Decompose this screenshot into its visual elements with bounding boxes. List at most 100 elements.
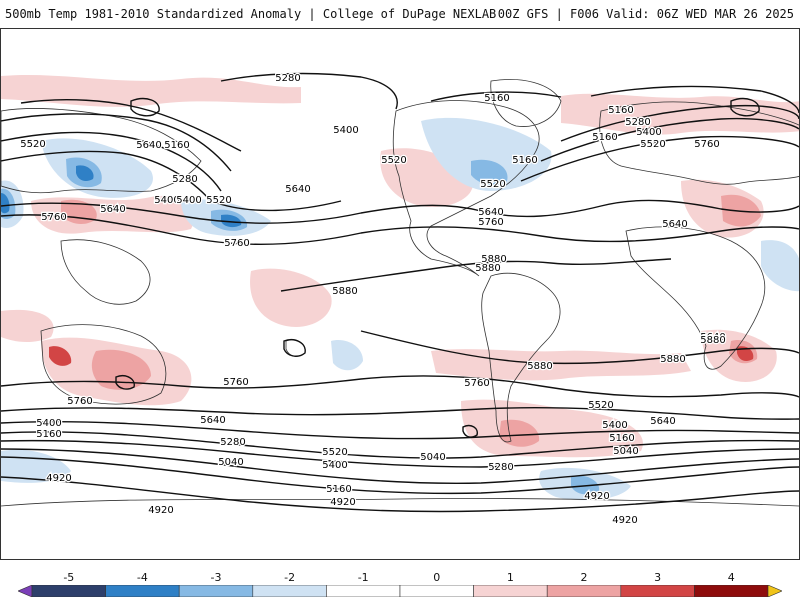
warm-anomaly-area xyxy=(737,346,754,361)
contour-label: 5280 xyxy=(220,437,245,448)
contour-5760-south xyxy=(1,375,799,398)
contour-5160-east xyxy=(590,85,799,114)
colorbar-tick-label: 1 xyxy=(506,571,514,584)
contour-label: 5400 xyxy=(636,127,661,138)
warm-anomaly-area xyxy=(1,309,54,343)
coastline-north-america xyxy=(392,100,540,277)
contour-label: 5280 xyxy=(488,462,513,473)
contour-label: 5400 xyxy=(602,420,627,431)
contour-label: 5760 xyxy=(478,217,503,228)
contour-5520-east xyxy=(520,135,799,182)
contour-label: 5040 xyxy=(613,446,638,457)
colorbar-tick-label: -2 xyxy=(284,571,296,584)
contour-label: 5880 xyxy=(475,263,500,274)
closed-contour-low-australia xyxy=(115,375,135,390)
contour-label: 5160 xyxy=(326,484,351,495)
contour-5880-tropics xyxy=(280,258,672,292)
anomaly-map: 5280 5160 5160 5520 5280 5400 5520 5640 5760 5160… xyxy=(0,28,800,560)
contour-label: 5520 xyxy=(480,179,505,190)
cold-anomaly-area xyxy=(76,165,94,181)
colorbar-swatch xyxy=(694,585,769,597)
colorbar-swatch xyxy=(473,585,548,597)
colorbar-swatch xyxy=(546,585,622,597)
closed-contour-high-pacific xyxy=(283,339,306,357)
contour-5520-west xyxy=(1,131,222,192)
contour-label: 5520 xyxy=(206,195,231,206)
coastline-south-america xyxy=(481,272,561,443)
contour-label: 5400 xyxy=(154,195,179,206)
contour-5280-east xyxy=(560,104,799,142)
contour-label: 5640 xyxy=(662,219,687,230)
contour-label: 5160 xyxy=(484,93,509,104)
contour-label: 5760 xyxy=(224,238,249,249)
contour-label: 5160 xyxy=(608,105,633,116)
contour-label: 5880 xyxy=(527,361,552,372)
colorbar-swatch xyxy=(326,585,401,597)
colorbar-swatch xyxy=(620,585,695,597)
coastline-europe-asia xyxy=(599,101,799,185)
colorbar-swatch xyxy=(399,585,474,597)
colorbar-tick-labels: -5-4-3-2-1012345 xyxy=(18,571,782,585)
closed-contour-low-europe xyxy=(730,97,760,117)
run-valid-time: 00Z GFS | F006 Valid: 06Z WED MAR 26 202… xyxy=(497,7,794,21)
colorbar-tick-label: -1 xyxy=(357,571,369,584)
contour-label: 5760 xyxy=(223,377,248,388)
cold-anomaly-area xyxy=(331,340,363,371)
colorbar-swatch xyxy=(105,585,180,597)
contour-label: 5880 xyxy=(332,286,357,297)
contour-5160-west xyxy=(20,99,242,152)
warm-anomaly-area xyxy=(250,268,332,327)
contour-label: 5520 xyxy=(20,139,45,150)
coastline-australia xyxy=(40,324,167,405)
contour-5640-south xyxy=(1,407,799,420)
contour-5160-arctic xyxy=(430,91,562,102)
coastline-africa xyxy=(625,226,765,370)
contour-5280-west xyxy=(1,113,232,172)
contour-label: 5400 xyxy=(322,460,347,471)
colorbar-tick-label: 3 xyxy=(654,571,662,584)
contour-label: 5640 xyxy=(650,416,675,427)
anomaly-colorbar: -5-4-3-2-1012345 xyxy=(18,571,782,597)
contour-5640-mid xyxy=(1,199,799,224)
contour-label: 4920 xyxy=(148,505,173,516)
colorbar-tick-label: -4 xyxy=(136,571,148,584)
contour-label: 5640 xyxy=(285,184,310,195)
warm-anomaly-area xyxy=(431,349,691,381)
contour-label: 5640 xyxy=(136,140,161,151)
contour-label: 5520 xyxy=(640,139,665,150)
contour-label: 5040 xyxy=(420,452,445,463)
colorbar-swatch xyxy=(178,585,254,597)
cold-anomaly-area xyxy=(421,117,552,191)
cold-anomaly-area xyxy=(471,159,508,186)
contour-label: 5280 xyxy=(625,117,650,128)
colorbar-swatches xyxy=(18,585,782,597)
warm-anomaly-area xyxy=(91,349,151,390)
warm-anomaly-shading xyxy=(1,74,799,458)
contour-label: 5640 xyxy=(100,204,125,215)
contour-label: 5520 xyxy=(322,447,347,458)
contour-label: 5400 xyxy=(36,418,61,429)
contour-5040-south xyxy=(1,456,799,495)
contour-label: 5400 xyxy=(602,420,627,431)
coastline-greenland xyxy=(490,79,562,127)
colorbar-swatch xyxy=(252,585,327,597)
contour-label: 4920 xyxy=(46,473,71,484)
colorbar-tick-label: 2 xyxy=(580,571,588,584)
map-title: 500mb Temp 1981-2010 Standardized Anomal… xyxy=(5,7,497,21)
cold-anomaly-area xyxy=(1,193,10,214)
warm-anomaly-area xyxy=(721,194,761,227)
contour-label: 5280 xyxy=(625,117,650,128)
contour-label: 5280 xyxy=(172,174,197,185)
contour-label: 4920 xyxy=(612,515,637,526)
contour-5760-mid xyxy=(1,214,799,246)
colorbar-max-extension xyxy=(767,585,782,597)
contour-label: 5760 xyxy=(464,378,489,389)
contour-label: 5400 xyxy=(333,125,358,136)
contour-label: 5640 xyxy=(200,415,225,426)
contour-label: 5880 xyxy=(700,335,725,346)
contour-label: 5760 xyxy=(67,396,92,407)
warm-anomaly-area xyxy=(1,74,301,107)
colorbar-tick-label: 4 xyxy=(727,571,735,584)
closed-contour-low-north-pacific xyxy=(130,97,160,117)
